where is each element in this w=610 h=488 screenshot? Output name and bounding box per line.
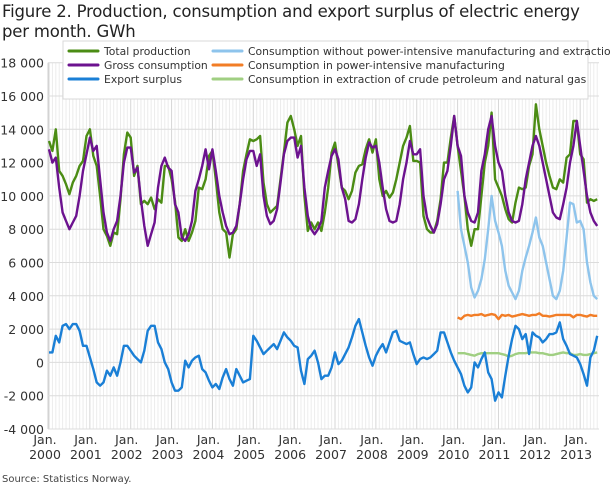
x-tick-label-month: Jan. [359, 432, 383, 447]
x-tick-label-month: Jan. [114, 432, 138, 447]
series-lines [47, 103, 599, 402]
y-tick-label: 2 000 [8, 322, 44, 337]
y-tick-label: 6 000 [8, 256, 44, 271]
y-axis-ticks: 18 000 16 000 14 000 12 000 10 000 8 000 6 000… [0, 56, 44, 437]
x-tick-label-month: Jan. [523, 432, 547, 447]
grid [47, 62, 599, 430]
x-tick-label-year: 2007 [315, 447, 347, 462]
x-tick-label-month: Jan. [564, 432, 588, 447]
x-tick-label-month: Jan. [237, 432, 261, 447]
x-tick-label-year: 2009 [397, 447, 429, 462]
legend-label: Consumption in extraction of crude petro… [248, 73, 587, 86]
x-tick-label-year: 2011 [479, 447, 511, 462]
y-tick-label: 8 000 [8, 222, 44, 237]
series-line-gross-consumption [47, 114, 599, 248]
x-tick-label-year: 2005 [233, 447, 265, 462]
series-line-consumption-in-power-intensive-manufacturing [457, 312, 598, 321]
series-line-total-production [47, 103, 598, 259]
x-tick-label-month: Jan. [482, 432, 506, 447]
series-line-export-surplus [49, 317, 599, 402]
y-tick-label: 12 000 [0, 156, 44, 171]
x-tick-label-month: Jan. [400, 432, 424, 447]
y-tick-label: -2 000 [4, 389, 44, 404]
x-tick-label-year: 2004 [193, 447, 225, 462]
x-tick-label-year: 2001 [70, 447, 102, 462]
x-tick-label-year: 2010 [438, 447, 470, 462]
legend-label: Consumption without power-intensive manu… [248, 45, 610, 58]
series-line-consumption-without-power-intensive-manufacturing-and-extraction [456, 190, 599, 301]
legend-label: Gross consumption [104, 59, 208, 72]
y-tick-label: 14 000 [0, 122, 44, 137]
y-tick-label: 18 000 [0, 56, 44, 71]
x-tick-label-month: Jan. [278, 432, 302, 447]
x-tick-label-month: Jan. [73, 432, 97, 447]
y-tick-label: 4 000 [8, 289, 44, 304]
legend-label: Consumption in power-intensive manufactu… [248, 59, 505, 72]
chart-title: Figure 2. Production, consumption and ex… [2, 2, 580, 41]
legend-label: Export surplus [104, 73, 182, 86]
x-tick-label-year: 2008 [356, 447, 388, 462]
x-tick-label-year: 2002 [111, 447, 143, 462]
x-tick-label-month: Jan. [318, 432, 342, 447]
x-tick-label-month: Jan. [196, 432, 220, 447]
y-tick-label: 16 000 [0, 89, 44, 104]
source-note: Source: Statistics Norway. [2, 474, 132, 485]
x-tick-label-month: Jan. [441, 432, 465, 447]
x-tick-label-year: 2003 [152, 447, 184, 462]
legend-box [62, 40, 589, 100]
y-tick-label: 0 [36, 355, 44, 370]
x-tick-label-year: 2012 [519, 447, 551, 462]
x-axis-ticks: Jan.2000Jan.2001Jan.2002Jan.2003Jan.2004… [29, 432, 592, 462]
x-tick-label-year: 2000 [29, 447, 61, 462]
legend-label: Total production [103, 45, 191, 58]
x-tick-label-year: 2013 [560, 447, 592, 462]
y-tick-label: -4 000 [4, 422, 44, 437]
x-tick-label-year: 2006 [274, 447, 306, 462]
x-tick-label-month: Jan. [155, 432, 179, 447]
x-tick-label-month: Jan. [32, 432, 56, 447]
y-tick-label: 10 000 [0, 189, 44, 204]
